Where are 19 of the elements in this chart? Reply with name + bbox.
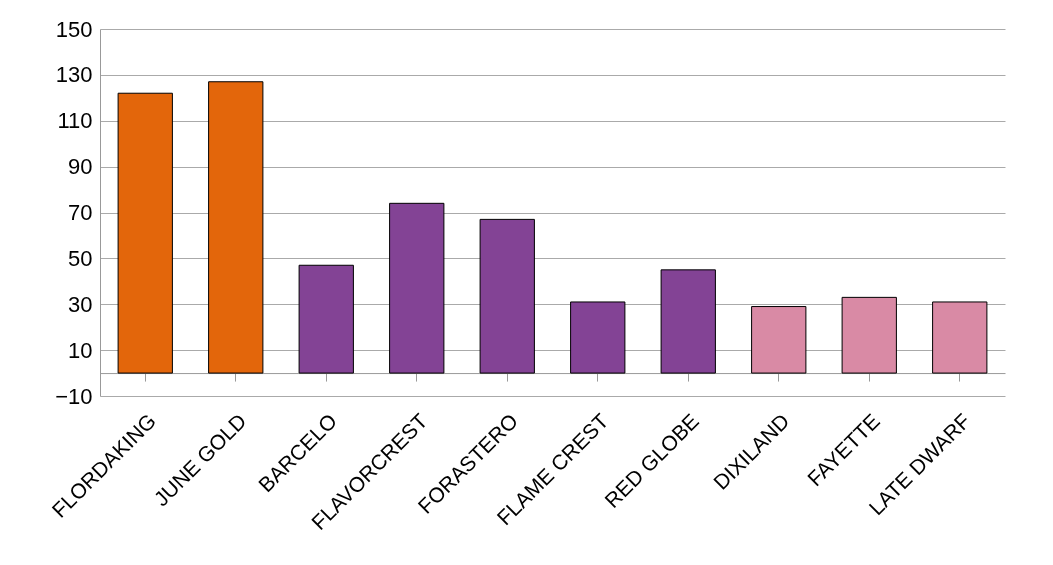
y-tick-label: 30 (68, 291, 93, 317)
y-tick-label: 90 (68, 154, 93, 180)
y-tick-label: 50 (68, 245, 93, 271)
y-tick-label: 150 (55, 16, 93, 42)
y-tick-label: 130 (55, 62, 93, 88)
y-tick-label: 10 (68, 337, 93, 363)
bar (932, 301, 988, 374)
bar (479, 218, 535, 374)
y-tick-label: 70 (68, 200, 93, 225)
bar (298, 264, 354, 374)
y-tick-label: 110 (57, 108, 93, 134)
bar (389, 202, 445, 374)
bar (660, 269, 716, 374)
y-tick-label: −10 (55, 383, 93, 409)
bar (570, 301, 626, 374)
bar (751, 306, 807, 374)
bar (208, 81, 264, 374)
bar (117, 92, 173, 374)
bar (841, 296, 897, 374)
